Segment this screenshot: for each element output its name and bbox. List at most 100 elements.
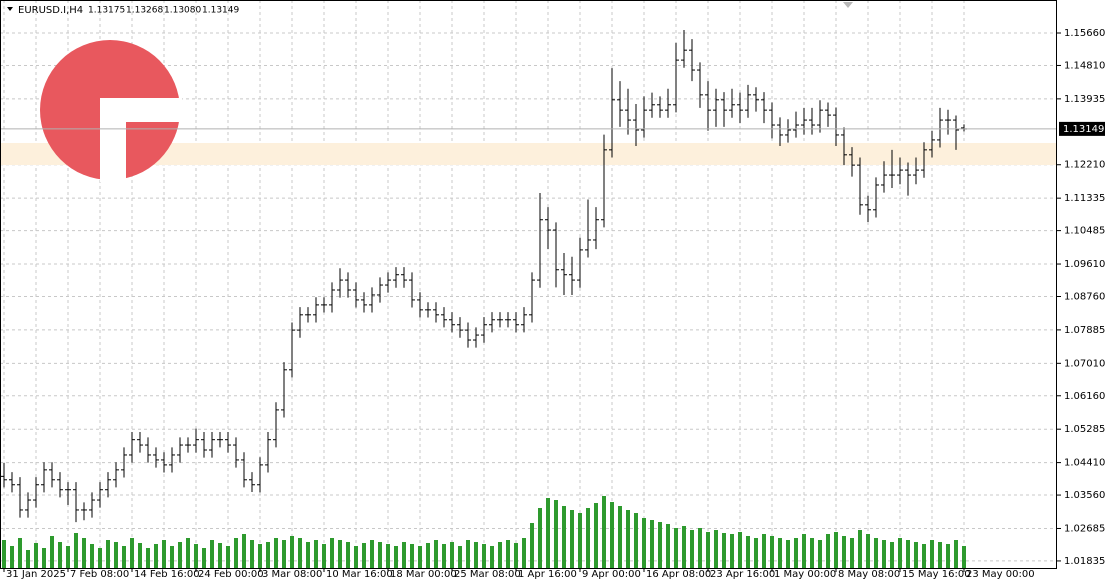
volume-bar	[938, 542, 942, 568]
x-tick-label: 24 Feb 00:00	[198, 569, 264, 580]
volume-bar	[178, 542, 182, 568]
volume-bar	[314, 540, 318, 568]
volume-bar	[226, 546, 230, 568]
volume-bar	[266, 542, 270, 568]
volume-bar	[474, 542, 478, 568]
volume-bar	[866, 534, 870, 568]
volume-bar	[714, 530, 718, 568]
volume-bar	[762, 534, 766, 568]
volume-bar	[682, 526, 686, 568]
volume-bar	[730, 534, 734, 568]
volume-bar	[378, 542, 382, 568]
volume-bar	[810, 538, 814, 568]
y-tick-label: 1.08760	[1064, 291, 1105, 302]
logo-cut	[100, 98, 182, 182]
volume-bar	[138, 543, 142, 568]
volume-bar	[610, 502, 614, 568]
volume-bar	[402, 542, 406, 568]
volume-bar	[482, 544, 486, 568]
volume-bar	[66, 546, 70, 568]
volume-bar	[962, 546, 966, 568]
volume-bar	[58, 542, 62, 568]
volume-bar	[466, 540, 470, 568]
volume-bar	[386, 544, 390, 568]
volume-bar	[458, 546, 462, 568]
x-tick-label: 14 Feb 16:00	[134, 569, 200, 580]
volume-bar	[834, 532, 838, 568]
volume-bar	[738, 532, 742, 568]
volume-bar	[202, 548, 206, 568]
volume-bar	[746, 536, 750, 568]
volume-bar	[538, 508, 542, 568]
volume-bar	[722, 533, 726, 568]
x-tick-label: 25 Mar 08:00	[454, 569, 521, 580]
volume-bar	[274, 538, 278, 568]
volume-bar	[946, 544, 950, 568]
x-tick-label: 23 Apr 16:00	[710, 569, 775, 580]
volume-bar	[298, 538, 302, 568]
plot-frame	[0, 0, 1057, 569]
volume-bar	[362, 543, 366, 568]
volume-bar	[130, 538, 134, 568]
volume-bar	[290, 536, 294, 568]
volume-bar	[874, 538, 878, 568]
volume-bar	[754, 538, 758, 568]
volume-bar	[578, 513, 582, 568]
volume-bar	[490, 546, 494, 568]
shift-marker	[843, 2, 853, 8]
volume-bar	[450, 542, 454, 568]
volume-bar	[122, 546, 126, 568]
volume-bar	[146, 548, 150, 568]
y-tick-label: 1.06160	[1064, 391, 1105, 402]
volume-bar	[562, 506, 566, 568]
y-tick-label: 1.01835	[1064, 556, 1105, 567]
x-tick-label: 9 Apr 00:00	[582, 569, 641, 580]
volume-bar	[282, 540, 286, 568]
volume-bar	[698, 528, 702, 568]
volume-bar	[626, 510, 630, 568]
volume-bar	[234, 538, 238, 568]
volume-bar	[906, 540, 910, 568]
volume-bar	[674, 528, 678, 568]
volume-bar	[114, 542, 118, 568]
volume-bar	[594, 503, 598, 568]
volume-bar	[42, 548, 46, 568]
volume-bar	[778, 538, 782, 568]
volume-bar	[354, 546, 358, 568]
volume-bar	[914, 542, 918, 568]
volume-bar	[186, 538, 190, 568]
price-bars	[1, 29, 967, 523]
volume-bar	[530, 523, 534, 568]
volume-bar	[770, 536, 774, 568]
volume-bar	[18, 538, 22, 568]
symbol-title: EURUSD.I,H4	[18, 5, 83, 16]
volume-bar	[506, 540, 510, 568]
volume-bar	[210, 540, 214, 568]
volume-bar	[82, 538, 86, 568]
volume-bar	[306, 542, 310, 568]
y-tick-label: 1.11335	[1064, 193, 1105, 204]
volume-bar	[658, 522, 662, 568]
volume-bar	[2, 540, 6, 568]
volume-bar	[850, 538, 854, 568]
volume-bar	[554, 500, 558, 568]
volume-bar	[410, 544, 414, 568]
volume-bar	[930, 540, 934, 568]
volume-bar	[434, 540, 438, 568]
y-tick-label: 1.09610	[1064, 259, 1105, 270]
volume-bar	[650, 520, 654, 568]
x-tick-label: 7 Feb 08:00	[70, 569, 129, 580]
volume-bar	[618, 506, 622, 568]
volume-bar	[154, 544, 158, 568]
volume-bar	[90, 544, 94, 568]
labels: 1.15660 1.14810 1.13935 1.12210 1.11335 1.104…	[0, 28, 1105, 580]
y-tick-label: 1.02685	[1064, 523, 1105, 534]
volume-bar	[890, 542, 894, 568]
volume-bar	[586, 508, 590, 568]
quote-value: 1.13080	[164, 6, 201, 16]
x-tick-label: 8 May 08:00	[838, 569, 900, 580]
volume-bar	[26, 550, 30, 568]
volume-bar	[322, 544, 326, 568]
volume-bar	[570, 510, 574, 568]
